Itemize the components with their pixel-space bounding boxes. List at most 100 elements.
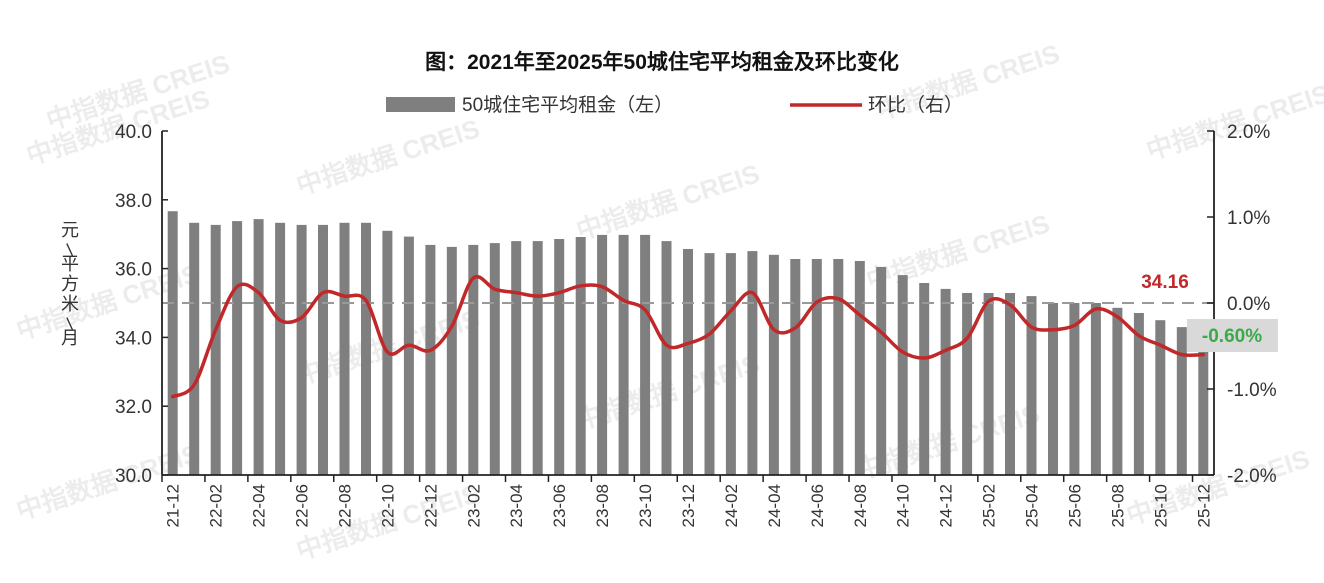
bar <box>597 234 608 475</box>
x-tick-label: 24-08 <box>851 484 870 527</box>
bar <box>962 293 973 475</box>
left-tick-label: 40.0 <box>115 122 152 143</box>
x-tick-label: 22-12 <box>421 484 440 527</box>
right-tick-label: 2.0% <box>1227 122 1270 143</box>
mom-line-series <box>170 274 1206 399</box>
x-tick-label: 24-12 <box>937 484 956 527</box>
bar <box>1069 303 1080 475</box>
bar <box>854 261 865 475</box>
y-axis-title-char: 米 <box>61 294 79 314</box>
x-tick-label: 22-02 <box>207 484 226 527</box>
bar <box>253 219 264 475</box>
x-tick-label: 23-04 <box>507 484 526 527</box>
left-axis-ticks: 30.0 32.0 34.0 36.0 38.0 40.0 <box>115 122 168 487</box>
bar <box>725 253 736 475</box>
bar <box>361 222 371 475</box>
legend-bar-label: 50城住宅平均租金（左） <box>462 94 673 116</box>
right-tick-label: -2.0% <box>1227 466 1277 487</box>
bar <box>275 222 286 475</box>
bar <box>1005 293 1015 475</box>
bar <box>1155 320 1166 475</box>
right-tick-label: 0.0% <box>1227 294 1270 315</box>
bar <box>919 283 930 475</box>
bar <box>446 246 457 475</box>
y-axis-title-char: 元 <box>61 220 79 240</box>
bar <box>940 288 951 475</box>
x-tick-label: 23-12 <box>679 484 698 527</box>
x-tick-label: 21-12 <box>164 484 183 527</box>
y-axis-title-char: 方 <box>61 274 79 294</box>
bar <box>468 244 479 475</box>
bar <box>897 275 908 475</box>
x-tick-label: 23-06 <box>550 484 569 527</box>
last-pct-annotation-box <box>1187 319 1278 352</box>
bar <box>811 259 822 475</box>
bar <box>876 266 887 475</box>
bar <box>640 234 651 475</box>
x-tick-label: 22-08 <box>335 484 354 527</box>
bar <box>425 244 436 475</box>
left-tick-label: 32.0 <box>115 397 152 418</box>
chart-title: 图：2021年至2025年50城住宅平均租金及环比变化 <box>425 50 899 74</box>
bar <box>318 224 328 475</box>
x-tick-label: 22-06 <box>293 484 312 527</box>
bar <box>511 241 522 475</box>
bar <box>1026 296 1037 475</box>
x-axis-ticks: 21-12 22-02 22-04 22-06 22-08 22-10 22-12 23-02… <box>161 475 1213 527</box>
bar <box>532 241 543 475</box>
legend-bar-swatch <box>386 97 455 112</box>
x-tick-label: 23-02 <box>464 484 483 527</box>
y-axis-title-char: 月 <box>61 328 79 348</box>
left-tick-label: 36.0 <box>115 260 152 281</box>
x-tick-label: 25-04 <box>1023 484 1042 527</box>
x-tick-label: 25-06 <box>1065 484 1084 527</box>
bar <box>1133 313 1144 475</box>
bar <box>1112 307 1123 475</box>
x-tick-label: 22-10 <box>378 484 397 527</box>
bar <box>554 239 565 475</box>
bar <box>704 253 715 475</box>
left-tick-label: 34.0 <box>115 328 152 349</box>
x-tick-label: 24-04 <box>765 484 784 527</box>
bar <box>790 259 801 475</box>
right-axis-ticks: -2.0% -1.0% 0.0% 1.0% 2.0% <box>1207 122 1277 487</box>
y-axis-title-char: 平 <box>61 254 79 274</box>
left-tick-label: 38.0 <box>115 191 152 212</box>
bar <box>983 293 994 475</box>
bar <box>296 224 307 475</box>
x-tick-label: 23-10 <box>636 484 655 527</box>
bar-series <box>167 211 1209 475</box>
bar <box>618 234 629 475</box>
last-value-annotation: 34.16 <box>1141 272 1189 293</box>
bar <box>167 211 178 475</box>
last-pct-annotation: -0.60% <box>1202 326 1262 347</box>
bar <box>661 241 672 475</box>
x-tick-label: 24-06 <box>808 484 827 527</box>
bar <box>189 222 200 475</box>
bar <box>489 243 500 475</box>
x-tick-label: 25-10 <box>1151 484 1170 527</box>
legend-line-label: 环比（右） <box>868 94 963 116</box>
watermark-text: 中指数据 CREIS <box>573 158 764 245</box>
bar <box>747 251 758 475</box>
x-tick-label: 25-08 <box>1108 484 1127 527</box>
watermark-text: 中指数据 CREIS <box>863 208 1054 295</box>
x-tick-label: 23-08 <box>593 484 612 527</box>
y-axis-title: 元/平方米/月 <box>61 220 79 348</box>
watermark-text: 中指数据 CREIS <box>293 113 484 200</box>
bar <box>210 224 221 475</box>
bar <box>403 236 414 475</box>
x-tick-label: 25-12 <box>1194 484 1213 527</box>
x-tick-label: 24-02 <box>722 484 741 527</box>
bar <box>1048 303 1058 475</box>
right-tick-label: -1.0% <box>1227 380 1277 401</box>
x-tick-label: 25-02 <box>980 484 999 527</box>
x-tick-label: 22-04 <box>250 484 269 527</box>
bar <box>833 259 844 475</box>
bar <box>1090 303 1101 475</box>
bar <box>1198 331 1209 475</box>
bar <box>768 254 779 475</box>
x-tick-label: 24-10 <box>894 484 913 527</box>
